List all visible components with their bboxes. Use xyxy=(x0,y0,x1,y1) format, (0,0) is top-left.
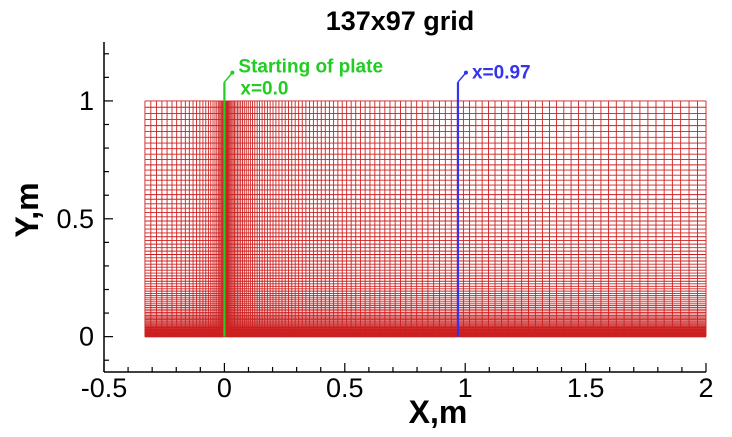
mesh-grid xyxy=(144,100,707,338)
x-tick-label: -0.5 xyxy=(81,373,128,403)
x-tick-label: 2 xyxy=(698,373,713,403)
chart-title: 137x97 grid xyxy=(326,6,475,36)
marker-label: x=0.97 xyxy=(472,63,531,84)
x-tick-label: 1 xyxy=(458,373,473,403)
y-tick-label: 0.5 xyxy=(56,204,94,234)
marker-dot xyxy=(230,70,235,75)
marker-label: Starting of plate xyxy=(238,57,383,78)
marker-dot xyxy=(463,70,468,75)
y-tick-label: 0 xyxy=(79,322,94,352)
x-tick-label: 1.5 xyxy=(567,373,605,403)
marker-leader xyxy=(457,72,467,83)
marker-label-secondary: x=0.0 xyxy=(240,79,288,100)
y-axis-label: Y,m xyxy=(9,182,45,237)
marker-leader xyxy=(223,72,233,83)
x-axis-label: X,m xyxy=(409,394,468,430)
x-tick-label: 0 xyxy=(217,373,232,403)
x-ticks: -0.5 0 0.5 1 1.5 2 xyxy=(81,363,714,403)
x-tick-label: 0.5 xyxy=(326,373,364,403)
y-tick-label: 1 xyxy=(79,86,94,116)
y-ticks: 00.51 xyxy=(56,53,113,361)
